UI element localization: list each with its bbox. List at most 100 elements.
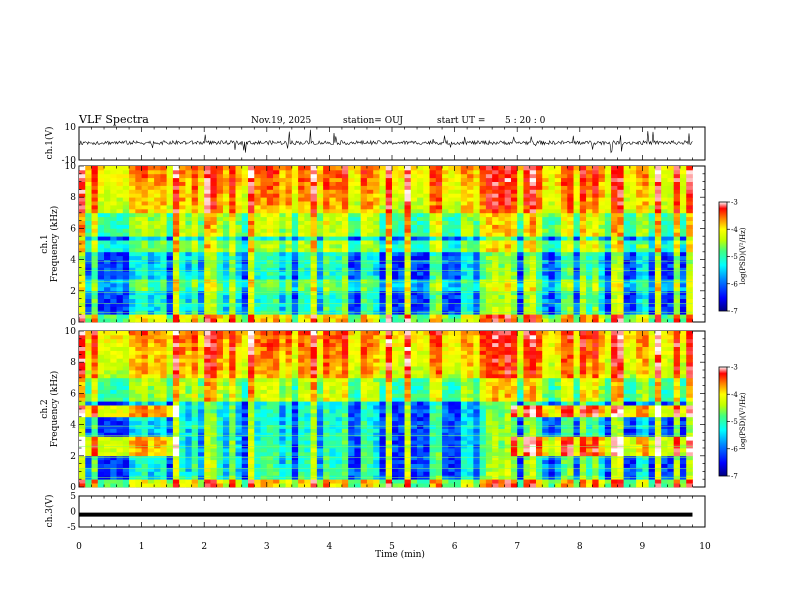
spectrogram-cell xyxy=(385,259,393,264)
spectrogram-cell xyxy=(316,302,324,307)
spectrogram-cell xyxy=(122,271,130,276)
spectrogram-cell xyxy=(304,208,312,214)
spectrogram-cell xyxy=(154,436,161,441)
spectrogram-cell xyxy=(229,409,236,414)
spectrogram-cell xyxy=(85,189,92,194)
spectrogram-cell xyxy=(135,216,142,221)
spectrogram-cell xyxy=(323,189,330,194)
spectrogram-cell xyxy=(510,197,518,202)
spectrogram-cell xyxy=(586,255,593,260)
spectrogram-cell xyxy=(222,366,230,371)
spectrogram-cell xyxy=(435,208,443,214)
spectrogram-cell xyxy=(172,181,180,186)
spectrogram-cell xyxy=(667,189,675,194)
spectrogram-cell xyxy=(147,354,155,359)
spectrogram-cell xyxy=(141,338,149,344)
spectrogram-cell xyxy=(273,228,280,233)
spectrogram-cell xyxy=(197,448,205,453)
spectrogram-cell xyxy=(85,471,92,476)
spectrogram-cell xyxy=(116,334,124,340)
spectrogram-cell xyxy=(298,318,305,323)
spectrogram-cell xyxy=(404,189,412,194)
spectrogram-cell xyxy=(473,314,481,319)
spectrogram-cell xyxy=(204,193,211,198)
spectrogram-cell xyxy=(598,275,606,280)
spectrogram-cell xyxy=(91,338,99,344)
spectrogram-cell xyxy=(442,177,449,182)
spectrogram-cell xyxy=(254,318,261,323)
spectrogram-cell xyxy=(485,247,493,253)
spectrogram-cell xyxy=(535,197,543,202)
ch1-spectrogram-cells xyxy=(79,166,693,323)
spectrogram-cell xyxy=(147,232,155,237)
spectrogram-cell xyxy=(579,290,587,296)
spectrogram-cell xyxy=(679,236,687,241)
spectrogram-cell xyxy=(435,247,443,253)
spectrogram-cell xyxy=(154,366,161,371)
spectrogram-cell xyxy=(442,271,449,276)
spectrogram-cell xyxy=(611,298,618,303)
spectrogram-cell xyxy=(636,263,643,268)
spectrogram-cell xyxy=(523,216,531,221)
spectrogram-cell xyxy=(266,236,274,241)
spectrogram-cell xyxy=(679,290,687,296)
spectrogram-cell xyxy=(667,201,675,206)
spectrogram-cell xyxy=(636,240,643,245)
spectrogram-cell xyxy=(604,236,612,241)
spectrogram-cell xyxy=(229,331,236,336)
spectrogram-cell xyxy=(348,208,355,214)
spectrogram-cell xyxy=(341,193,349,198)
spectrogram-cell xyxy=(661,232,668,237)
spectrogram-cell xyxy=(629,298,637,303)
spectrogram-cell xyxy=(417,228,424,233)
spectrogram-cell xyxy=(166,166,174,171)
spectrogram-cell xyxy=(636,212,643,218)
spectrogram-cell xyxy=(160,251,168,257)
spectrogram-cell xyxy=(498,169,506,175)
spectrogram-cell xyxy=(442,205,449,210)
spectrogram-cell xyxy=(216,240,224,245)
spectrogram-cell xyxy=(310,267,318,272)
spectrogram-cell xyxy=(266,286,274,292)
spectrogram-cell xyxy=(235,420,243,425)
spectrogram-cell xyxy=(166,397,174,402)
spectrogram-cell xyxy=(204,236,211,241)
spectrogram-cell xyxy=(498,240,506,245)
spectrogram-cell xyxy=(623,283,631,288)
spectrogram-cell xyxy=(529,275,537,280)
spectrogram-cell xyxy=(611,244,618,249)
spectrogram-cell xyxy=(122,181,130,186)
spectrogram-cell xyxy=(197,302,205,307)
spectrogram-cell xyxy=(360,228,368,233)
spectrogram-cell xyxy=(467,251,474,257)
spectrogram-cell xyxy=(442,267,449,272)
spectrogram-cell xyxy=(229,271,236,276)
spectrogram-cell xyxy=(279,244,286,249)
spectrogram-cell xyxy=(179,405,186,410)
spectrogram-cell xyxy=(154,401,161,406)
spectrogram-cell xyxy=(479,290,487,296)
spectrogram-cell xyxy=(348,255,355,260)
spectrogram-cell xyxy=(172,381,180,386)
spectrogram-cell xyxy=(166,267,174,272)
spectrogram-cell xyxy=(442,208,449,214)
spectrogram-cell xyxy=(79,401,86,406)
spectrogram-cell xyxy=(304,189,312,194)
spectrogram-cell xyxy=(197,271,205,276)
spectrogram-cell xyxy=(97,286,105,292)
spectrogram-cell xyxy=(667,216,675,221)
spectrogram-cell xyxy=(579,177,587,182)
spectrogram-cell xyxy=(110,205,117,210)
spectrogram-cell xyxy=(417,208,424,214)
spectrogram-cell xyxy=(404,247,412,253)
spectrogram-cell xyxy=(129,342,136,347)
spectrogram-cell xyxy=(204,346,211,351)
spectrogram-cell xyxy=(154,275,161,280)
spectrogram-cell xyxy=(579,205,587,210)
spectrogram-cell xyxy=(642,166,650,171)
spectrogram-cell xyxy=(310,201,318,206)
spectrogram-cell xyxy=(636,208,643,214)
spectrogram-cell xyxy=(154,181,161,186)
spectrogram-cell xyxy=(673,228,681,233)
spectrogram-cell xyxy=(611,189,618,194)
